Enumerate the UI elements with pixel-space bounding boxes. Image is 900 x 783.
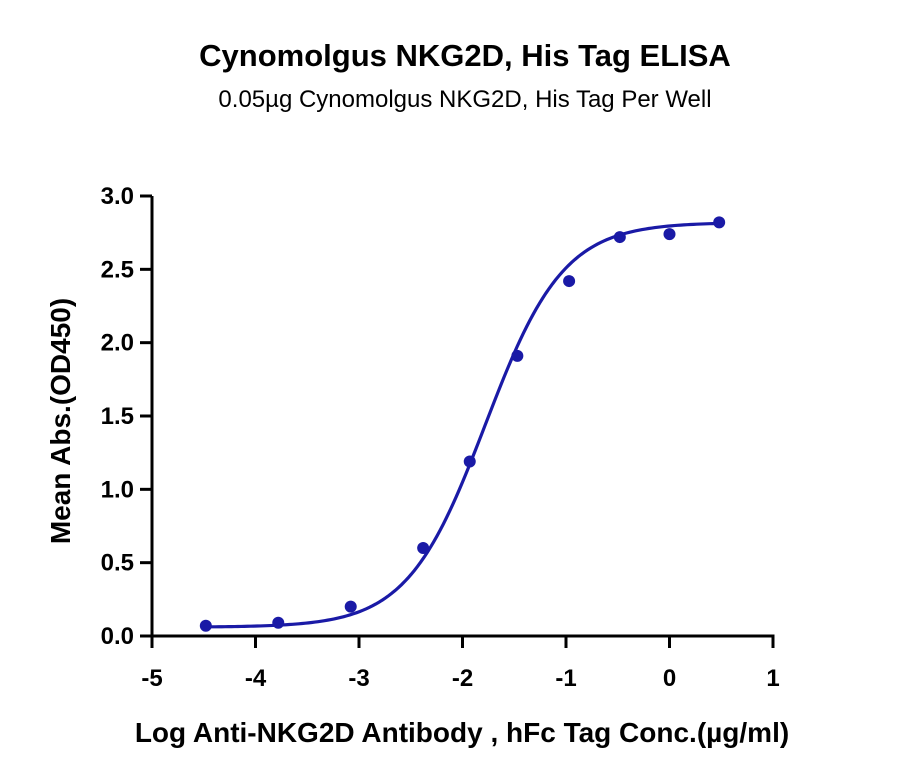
- fit-curve: [205, 221, 720, 629]
- data-point: [463, 455, 476, 468]
- data-point: [417, 542, 430, 554]
- data-point: [511, 349, 524, 362]
- x-axis-title: Log Anti-NKG2D Antibody , hFc Tag Conc.(…: [135, 717, 789, 748]
- y-tick-label: 2.5: [101, 256, 134, 283]
- data-point: [272, 616, 285, 629]
- data-point: [199, 619, 212, 632]
- x-tick-label: -4: [245, 665, 267, 692]
- data-point: [663, 228, 676, 241]
- axes: [140, 194, 775, 648]
- x-tick-label: 0: [663, 665, 676, 692]
- y-tick-label: 0.0: [101, 623, 134, 650]
- data-point: [613, 231, 626, 244]
- x-tick-label: -3: [348, 665, 369, 692]
- data-point: [563, 275, 576, 288]
- x-tick-label: -1: [555, 665, 576, 692]
- data-points: [199, 216, 726, 632]
- y-tick-label: 3.0: [101, 183, 134, 210]
- tick-labels: 0.0 0.5 1.0 1.5 2.0 2.5 3.0 -5 -4 -3 -2 -1 0 1: [101, 183, 780, 692]
- data-point: [713, 216, 726, 229]
- x-tick-label: -2: [452, 665, 473, 692]
- y-tick-label: 2.0: [101, 330, 134, 357]
- fit-curve-layer: [205, 221, 720, 629]
- x-tick-label: -5: [141, 665, 162, 692]
- y-tick-label: 1.0: [101, 476, 134, 503]
- y-tick-label: 0.5: [101, 550, 134, 577]
- chart-title: Cynomolgus NKG2D, His Tag ELISA: [199, 38, 731, 73]
- y-axis-title: Mean Abs.(OD450): [45, 298, 76, 544]
- x-tick-label: 1: [766, 665, 779, 692]
- data-point: [344, 600, 357, 613]
- chart-subtitle: 0.05µg Cynomolgus NKG2D, His Tag Per Wel…: [218, 86, 712, 113]
- y-tick-label: 1.5: [101, 403, 134, 430]
